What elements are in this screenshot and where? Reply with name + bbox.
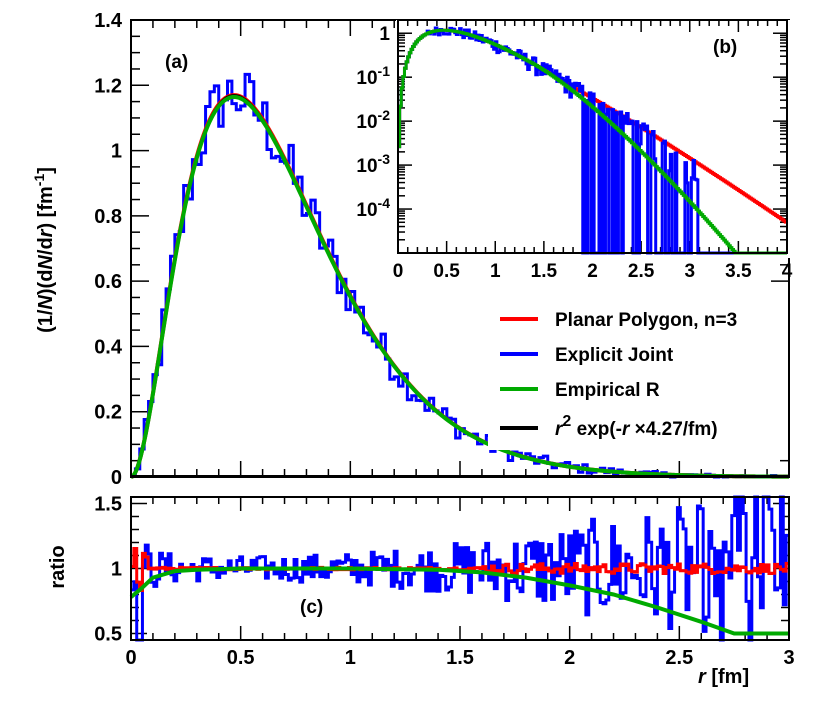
panel-label-b: (b): [713, 37, 737, 58]
inset-y-tick-label-base: 10: [356, 68, 377, 89]
inset-y-tick-label: 10-1: [356, 63, 390, 89]
main-y-tick-label: 0.4: [94, 336, 123, 358]
ratio-y-tick-label: 0.5: [94, 624, 122, 646]
ratio-y-tick-label: 1.5: [94, 494, 122, 516]
inset-y-tick-label: 10-2: [356, 107, 390, 133]
ratio-x-tick-label: 3: [783, 647, 794, 669]
legend-label-exponential-model: r2 exp(-r ×4.27/fm): [555, 413, 718, 440]
ratio-panel-y-tick-labels: 0.5 1 1.5: [94, 494, 122, 646]
inset-x-tick-label: 2.5: [628, 261, 655, 282]
inset-x-tick-label: 4: [782, 261, 793, 282]
inset-x-tick-label: 1.5: [531, 261, 558, 282]
inset-y-tick-label-base: 10: [356, 112, 377, 133]
inset-x-tick-label: 1: [490, 261, 501, 282]
x-axis-label: r [fm]: [698, 666, 749, 688]
main-y-tick-label: 0: [111, 467, 122, 489]
ratio-panel-frame: [130, 496, 790, 641]
main-y-tick-label: 0.8: [94, 206, 122, 228]
legend: Planar Polygon, n=3 Explicit Joint Empir…: [488, 290, 788, 450]
inset-x-tick-label: 2: [587, 261, 598, 282]
main-y-tick-label: 1.2: [94, 75, 122, 97]
ratio-panel-x-tick-labels: 0 0.5 1 1.5 2 2.5 3: [125, 647, 794, 669]
main-y-axis-label: (1/N)(dN/dr) [fm-1]: [31, 167, 57, 333]
main-y-tick-label: 0.6: [94, 271, 122, 293]
inset-x-tick-label: 3: [684, 261, 695, 282]
main-panel-y-tick-labels: 0 0.2 0.4 0.6 0.8 1 1.2 1.4: [94, 10, 123, 489]
main-y-tick-label: 1.4: [94, 10, 123, 32]
ratio-y-tick-label: 1: [111, 559, 122, 581]
ratio-panel-curves: [129, 495, 789, 642]
ratio-x-tick-label: 2: [564, 647, 575, 669]
inset-curves: [398, 26, 787, 255]
ratio-x-tick-label: 0: [125, 647, 136, 669]
main-panel-curves: [130, 72, 790, 479]
ratio-explicit-joint-series: [131, 495, 789, 642]
inset-y-tick-labels: 110-110-210-310-4: [356, 24, 390, 221]
inset-empirical-r-series: [398, 28, 787, 255]
main-y-tick-label: 1: [111, 141, 122, 163]
inset-x-tick-label: 3.5: [725, 261, 752, 282]
legend-label-planar-polygon: Planar Polygon, n=3: [555, 310, 737, 331]
ratio-x-tick-label: 1.5: [446, 647, 474, 669]
inset-explicit-joint-series: [398, 26, 787, 255]
panel-label-c: (c): [300, 597, 323, 618]
inset-y-tick-label-base: 10: [356, 200, 377, 221]
legend-background: [488, 290, 788, 450]
ratio-empirical-r-series: [129, 566, 789, 636]
inset-y-tick-label: 10-4: [356, 195, 390, 221]
inset-y-tick-label-exponent: -2: [378, 107, 391, 123]
ratio-y-axis-label: ratio: [47, 545, 69, 588]
legend-label-empirical-r: Empirical R: [555, 380, 660, 401]
legend-label-explicit-joint: Explicit Joint: [555, 345, 674, 366]
ratio-x-tick-label: 1: [345, 647, 356, 669]
main-panel-a: 0 0.2 0.4 0.6 0.8 1 1.2 1.4 (a) (1/N)(dN/dr) [f…: [31, 10, 790, 489]
ratio-x-tick-label: 0.5: [227, 647, 255, 669]
inset-x-tick-label: 0.5: [433, 261, 460, 282]
inset-y-tick-label-exponent: -4: [378, 195, 391, 211]
ratio-x-tick-label: 2.5: [665, 647, 693, 669]
ratio-panel-c: 0.511.5 0 0.5 1 1.5 2 2.5 3 ratio (c) r [fm]: [47, 494, 795, 689]
panel-label-a: (a): [165, 52, 188, 73]
inset-frame: [397, 19, 788, 254]
inset-y-tick-label: 1: [379, 24, 390, 45]
inset-y-tick-label-exponent: -1: [378, 63, 391, 79]
inset-x-tick-labels: 0 0.5 1 1.5 2 2.5 3 3.5 4: [393, 261, 793, 282]
inset-y-tick-label: 10-3: [356, 151, 390, 177]
inset-y-tick-label-exponent: -3: [378, 151, 391, 167]
main-y-tick-label: 0.2: [94, 402, 122, 424]
inset-x-tick-label: 0: [393, 261, 404, 282]
inset-y-tick-label-base: 10: [356, 156, 377, 177]
inset-panel-b: 110-110-210-310-4 0 0.5 1 1.5 2 2.5 3 3.5 4 (b): [356, 19, 793, 282]
